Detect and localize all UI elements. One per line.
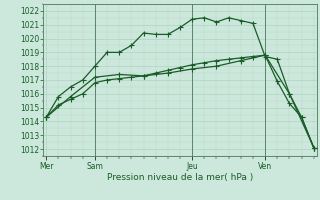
X-axis label: Pression niveau de la mer( hPa ): Pression niveau de la mer( hPa ) — [107, 173, 253, 182]
